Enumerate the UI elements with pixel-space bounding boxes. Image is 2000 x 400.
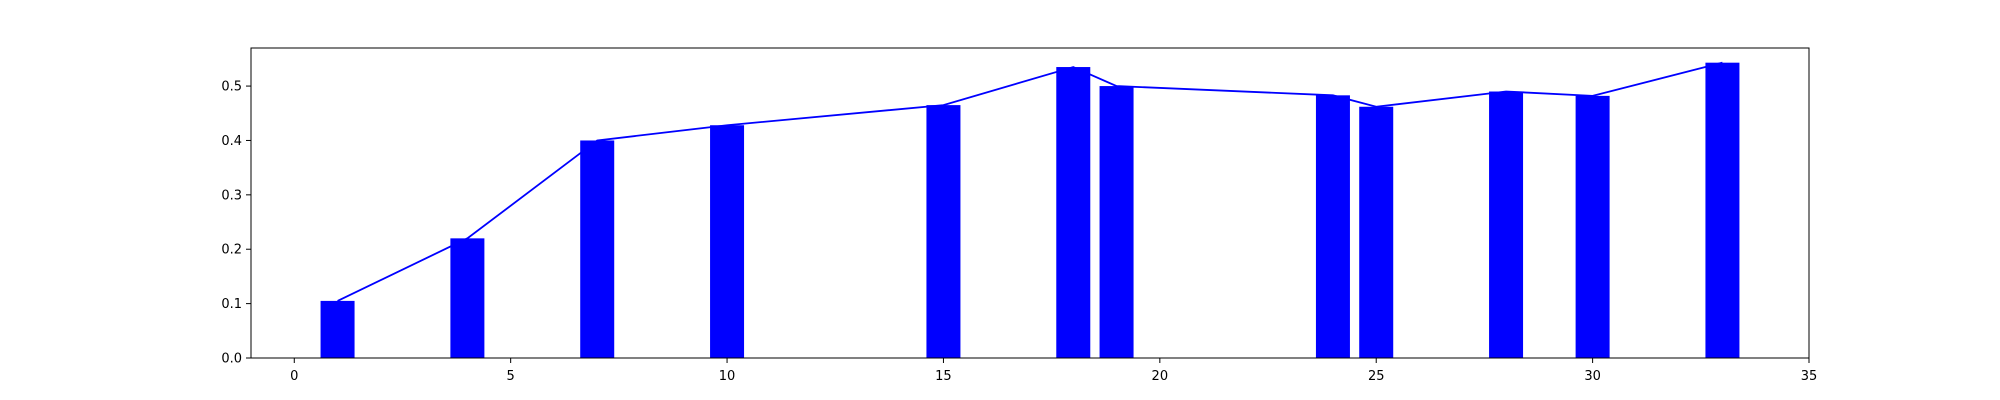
bar (1315, 95, 1350, 358)
bar (1705, 62, 1740, 359)
x-tick-label: 25 (1368, 369, 1385, 384)
bar (1489, 91, 1524, 358)
y-tick-label: 0.4 (221, 134, 242, 149)
axes-layer: 0 5 10 15 20 25 30 35 0.0 0.1 0.2 0.3 0.4 0.5 (221, 47, 1818, 384)
x-tick-label: 0 (290, 369, 298, 384)
x-tick-label: 5 (507, 369, 515, 384)
x-tick-label: 20 (1152, 369, 1169, 384)
bar (1359, 106, 1394, 359)
bar (1575, 95, 1610, 359)
x-tick-label: 10 (719, 369, 736, 384)
y-tick-label: 0.0 (221, 352, 242, 367)
bar (710, 125, 745, 358)
bar (580, 140, 615, 358)
y-tick-label: 0.1 (221, 297, 242, 312)
line-layer (337, 61, 1723, 302)
bars-layer (320, 62, 1740, 359)
x-tick-label: 35 (1801, 369, 1818, 384)
x-tick-label: 15 (935, 369, 952, 384)
bar (926, 105, 961, 358)
bar (320, 300, 355, 358)
y-tick-label: 0.2 (221, 243, 242, 258)
bar (1056, 67, 1091, 358)
x-tick-label: 30 (1584, 369, 1601, 384)
y-tick-label: 0.3 (221, 188, 242, 203)
bar (450, 238, 485, 358)
series-line (337, 61, 1723, 302)
plot-frame (250, 47, 1810, 359)
y-tick-label: 0.5 (221, 80, 242, 95)
bar (1099, 86, 1134, 358)
